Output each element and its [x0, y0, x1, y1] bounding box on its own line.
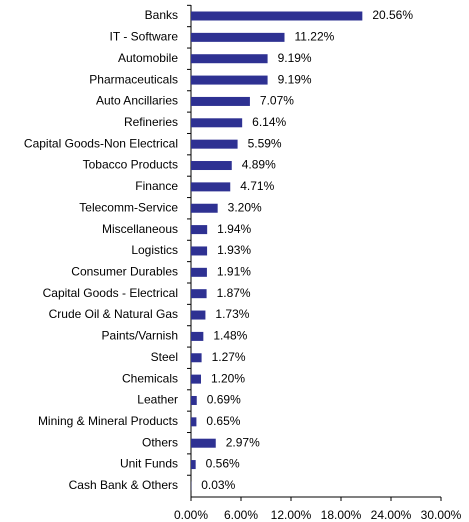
bar [191, 331, 204, 341]
value-label: 20.56% [372, 8, 413, 22]
value-label: 6.14% [252, 115, 286, 129]
y-tick-label: Capital Goods-Non Electrical [24, 136, 178, 150]
value-label: 0.03% [201, 478, 235, 492]
y-tick-label: Unit Funds [120, 457, 178, 471]
y-tick-label: Leather [137, 393, 178, 407]
bar [191, 438, 216, 448]
value-label: 1.27% [212, 350, 246, 364]
y-tick-label: Pharmaceuticals [89, 72, 178, 86]
value-label: 11.22% [295, 30, 335, 44]
y-tick-label: Consumer Durables [71, 264, 178, 278]
value-label: 7.07% [260, 94, 294, 108]
bar [191, 267, 207, 277]
value-label: 1.73% [215, 307, 249, 321]
y-tick-label: Steel [151, 350, 178, 364]
value-label: 1.48% [213, 329, 247, 343]
bar [191, 460, 196, 470]
value-label: 0.69% [207, 393, 241, 407]
value-label: 1.87% [217, 286, 251, 300]
value-label: 0.65% [206, 414, 240, 428]
bar [191, 246, 208, 256]
value-label: 0.56% [206, 457, 240, 471]
y-tick-label: Auto Ancillaries [96, 94, 178, 108]
y-tick-label: Automobile [118, 51, 178, 65]
y-tick-label: Others [142, 435, 178, 449]
x-tick-label: 24.00% [371, 508, 412, 522]
x-tick-label: 18.00% [321, 508, 362, 522]
y-tick-label: IT - Software [110, 30, 179, 44]
bar [191, 310, 206, 320]
y-tick-label: Paints/Varnish [102, 329, 178, 343]
x-tick-label: 30.00% [421, 508, 462, 522]
bar [191, 182, 231, 192]
value-label: 3.20% [228, 200, 262, 214]
bar [191, 225, 208, 235]
y-tick-label: Banks [145, 8, 178, 22]
value-label: 4.71% [240, 179, 274, 193]
bar [191, 161, 232, 171]
bar [191, 374, 201, 384]
y-tick-label: Logistics [131, 243, 178, 257]
y-tick-label: Crude Oil & Natural Gas [49, 307, 178, 321]
value-label: 1.94% [217, 222, 251, 236]
bar [191, 96, 250, 106]
value-label: 1.93% [217, 243, 251, 257]
y-tick-label: Capital Goods - Electrical [43, 286, 178, 300]
y-tick-label: Tobacco Products [83, 158, 178, 172]
bar [191, 395, 197, 405]
bar [191, 289, 207, 299]
value-label: 9.19% [278, 51, 312, 65]
value-label: 1.91% [217, 264, 251, 278]
bar [191, 54, 268, 64]
x-tick-label: 12.00% [271, 508, 312, 522]
bar [191, 417, 197, 427]
y-tick-label: Refineries [124, 115, 178, 129]
y-tick-label: Miscellaneous [102, 222, 178, 236]
bar [191, 118, 243, 128]
y-tick-label: Mining & Mineral Products [38, 414, 178, 428]
bar [191, 11, 363, 21]
bar [191, 139, 238, 149]
y-tick-label: Finance [135, 179, 178, 193]
bar [191, 203, 218, 213]
bar [191, 353, 202, 363]
value-label: 4.89% [242, 158, 276, 172]
value-label: 1.20% [211, 371, 245, 385]
y-tick-label: Cash Bank & Others [69, 478, 178, 492]
value-label: 5.59% [248, 136, 282, 150]
x-tick-label: 0.00% [174, 508, 208, 522]
x-tick-label: 6.00% [224, 508, 258, 522]
y-tick-label: Telecomm-Service [79, 200, 178, 214]
bar [191, 75, 268, 85]
value-label: 2.97% [226, 435, 260, 449]
value-label: 9.19% [278, 72, 312, 86]
bar [191, 32, 285, 42]
y-tick-label: Chemicals [122, 371, 178, 385]
